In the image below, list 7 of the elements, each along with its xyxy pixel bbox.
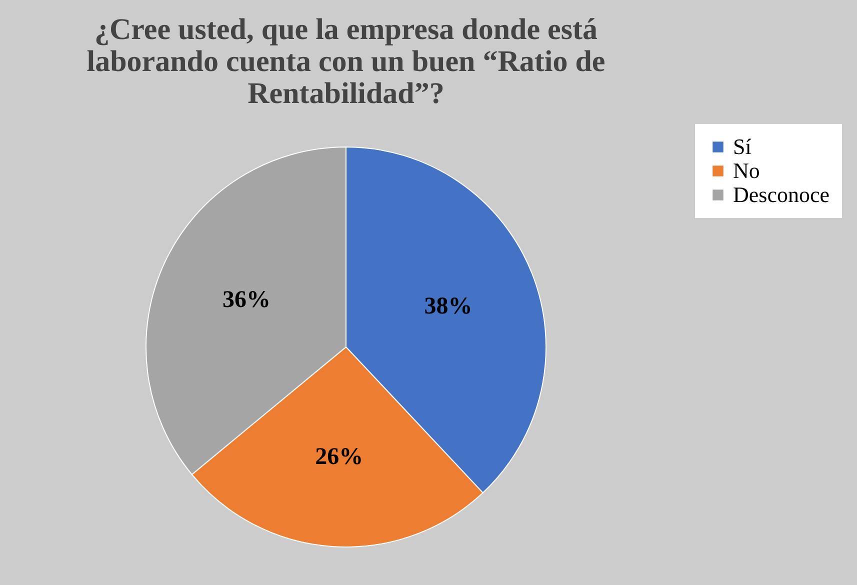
chart-title: ¿Cree usted, que la empresa donde está laborando cuenta con un buen “Ratio de Rentabilidad”? [86,13,606,110]
legend-label: No [733,158,760,183]
legend-label: Sí [733,134,752,159]
data-label: 26% [315,444,364,470]
legend-label: Desconoce [733,182,830,207]
data-label: 36% [222,287,270,314]
data-label: 38% [424,294,472,320]
